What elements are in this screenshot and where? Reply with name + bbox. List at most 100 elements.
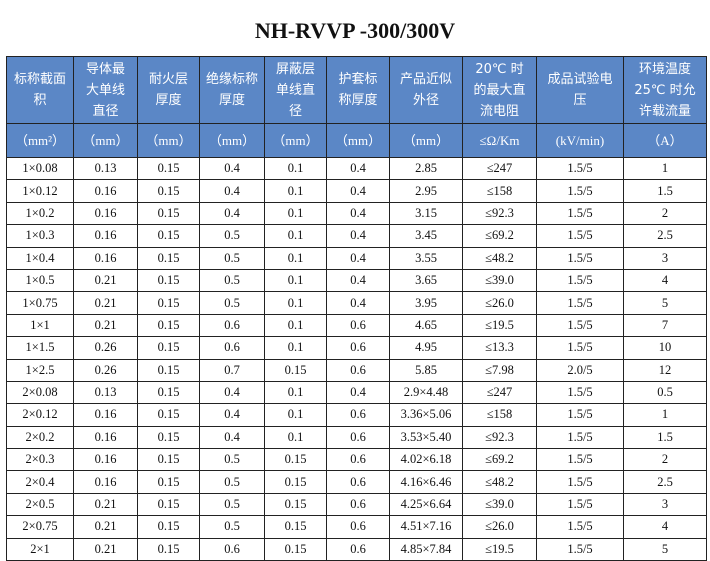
table-cell: 2×1 [6, 537, 74, 561]
table-row: 2×1 0.21 0.15 0.6 0.15 0.6 4.85×7.84 ≤19.5 1.5/5… [6, 537, 707, 561]
table-cell: 0.16 [73, 403, 138, 427]
table-cell: 4.85×7.84 [389, 537, 463, 561]
table-row: 2×0.5 0.21 0.15 0.5 0.15 0.6 4.25×6.64 ≤39.0 1.5… [6, 492, 707, 517]
table-cell: 0.21 [73, 492, 138, 517]
table-cell: 1×1 [6, 313, 74, 338]
cable-spec-table: 标称截面积 导体最大单线直径 耐火层厚度 绝缘标称厚度 屏蔽层单线直径 护套标称… [6, 56, 707, 561]
table-cell: 2.0/5 [536, 358, 624, 382]
table-cell: 3.55 [389, 246, 463, 270]
table-cell: 0.1 [264, 156, 327, 181]
unit-header: （A） [623, 123, 707, 158]
table-cell: 0.15 [137, 515, 200, 539]
table-cell: 4.95 [389, 336, 463, 360]
table-cell: 1.5/5 [536, 336, 624, 360]
table-row: 2×0.3 0.16 0.15 0.5 0.15 0.6 4.02×6.18 ≤69.2 1.5… [6, 448, 707, 472]
table-cell: 0.5 [199, 492, 265, 517]
table-cell: 1.5/5 [536, 425, 624, 450]
column-header: 标称截面积 [6, 56, 74, 124]
table-cell: 1×0.3 [6, 224, 74, 248]
table-row: 2×0.12 0.16 0.15 0.4 0.1 0.6 3.36×5.06 ≤158 1.5/… [6, 403, 707, 427]
unit-header: （mm） [389, 123, 463, 158]
table-cell: 2×0.2 [6, 425, 74, 450]
table-cell: 0.5 [199, 470, 265, 494]
table-row: 1×0.75 0.21 0.15 0.5 0.1 0.4 3.95 ≤26.0 1.5/5 5 [6, 291, 707, 315]
table-cell: 0.21 [73, 313, 138, 338]
table-cell: 0.15 [137, 201, 200, 226]
table-body: 1×0.08 0.13 0.15 0.4 0.1 0.4 2.85 ≤247 1.5/5 1 1×0… [6, 156, 707, 561]
table-cell: 0.4 [326, 268, 390, 293]
table-cell: 0.21 [73, 515, 138, 539]
table-row: 1×2.5 0.26 0.15 0.7 0.15 0.6 5.85 ≤7.98 2.0/5 12 [6, 358, 707, 382]
table-cell: 0.15 [137, 179, 200, 203]
table-cell: 3.45 [389, 224, 463, 248]
table-cell: 0.4 [326, 291, 390, 315]
table-cell: 4.65 [389, 313, 463, 338]
table-cell: 0.16 [73, 448, 138, 472]
table-cell: 0.15 [137, 380, 200, 405]
table-cell: 0.15 [137, 470, 200, 494]
unit-row: （mm²） （mm） （mm） （mm） （mm） （mm） （mm） ≤Ω/K… [6, 123, 707, 158]
table-cell: 0.5 [199, 448, 265, 472]
table-cell: 0.16 [73, 179, 138, 203]
unit-header: ≤Ω/Km [462, 123, 537, 158]
table-cell: 1.5/5 [536, 224, 624, 248]
table-cell: 0.15 [137, 537, 200, 561]
table-cell: 0.6 [326, 425, 390, 450]
table-cell: 0.15 [137, 358, 200, 382]
table-row: 1×1 0.21 0.15 0.6 0.1 0.6 4.65 ≤19.5 1.5/5 7 [6, 313, 707, 338]
table-cell: 0.4 [326, 179, 390, 203]
table-row: 1×0.3 0.16 0.15 0.5 0.1 0.4 3.45 ≤69.2 1.5/5 2.5 [6, 224, 707, 248]
unit-header: （mm） [264, 123, 327, 158]
table-cell: 3.15 [389, 201, 463, 226]
table-cell: 2×0.5 [6, 492, 74, 517]
table-cell: 0.4 [199, 380, 265, 405]
table-cell: 0.1 [264, 246, 327, 270]
table-cell: 0.6 [326, 403, 390, 427]
unit-header: （mm） [73, 123, 138, 158]
table-cell: 0.6 [199, 537, 265, 561]
table-cell: ≤158 [462, 403, 537, 427]
table-cell: 0.16 [73, 201, 138, 226]
table-cell: 1.5/5 [536, 448, 624, 472]
table-cell: 2×0.75 [6, 515, 74, 539]
table-cell: 1×0.75 [6, 291, 74, 315]
table-cell: 0.1 [264, 268, 327, 293]
table-cell: 5.85 [389, 358, 463, 382]
table-cell: 0.16 [73, 470, 138, 494]
table-cell: 7 [623, 313, 707, 338]
table-cell: 0.6 [199, 313, 265, 338]
table-cell: 1.5/5 [536, 403, 624, 427]
column-header: 20℃ 时的最大直流电阻 [462, 56, 537, 124]
table-cell: 0.15 [137, 246, 200, 270]
table-cell: 0.6 [326, 470, 390, 494]
column-header: 绝缘标称厚度 [199, 56, 265, 124]
table-cell: 0.4 [326, 156, 390, 181]
table-cell: ≤69.2 [462, 224, 537, 248]
table-cell: 0.5 [199, 291, 265, 315]
table-cell: 2.9×4.48 [389, 380, 463, 405]
table-cell: 1×1.5 [6, 336, 74, 360]
table-cell: 1.5/5 [536, 246, 624, 270]
table-row: 1×1.5 0.26 0.15 0.6 0.1 0.6 4.95 ≤13.3 1.5/5 10 [6, 336, 707, 360]
table-cell: 2×0.08 [6, 380, 74, 405]
table-cell: 0.15 [137, 268, 200, 293]
page-title: NH-RVVP -300/300V [254, 18, 456, 43]
table-cell: 0.6 [326, 492, 390, 517]
table-cell: ≤48.2 [462, 470, 537, 494]
table-cell: 2×0.3 [6, 448, 74, 472]
table-cell: 0.16 [73, 224, 138, 248]
table-cell: 0.6 [326, 537, 390, 561]
table-row: 1×0.2 0.16 0.15 0.4 0.1 0.4 3.15 ≤92.3 1.5/5 2 [6, 201, 707, 226]
unit-header: （mm） [137, 123, 200, 158]
table-cell: 0.1 [264, 291, 327, 315]
table-cell: 1.5/5 [536, 515, 624, 539]
table-cell: 1 [623, 156, 707, 181]
table-cell: 0.6 [326, 448, 390, 472]
table-row: 1×0.08 0.13 0.15 0.4 0.1 0.4 2.85 ≤247 1.5/5 1 [6, 156, 707, 181]
table-cell: 1.5/5 [536, 156, 624, 181]
table-cell: 1×2.5 [6, 358, 74, 382]
table-cell: 0.15 [137, 425, 200, 450]
table-cell: 1.5/5 [536, 268, 624, 293]
table-cell: 1.5/5 [536, 470, 624, 494]
unit-header: (kV/min) [536, 123, 624, 158]
